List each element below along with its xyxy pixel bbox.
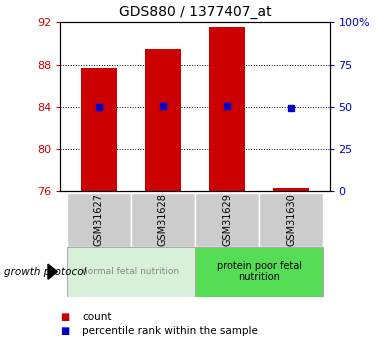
- Title: GDS880 / 1377407_at: GDS880 / 1377407_at: [119, 4, 271, 19]
- Polygon shape: [48, 264, 57, 279]
- Text: protein poor fetal
nutrition: protein poor fetal nutrition: [216, 261, 301, 283]
- Bar: [131, 193, 195, 247]
- Bar: [195, 247, 323, 297]
- Bar: [273, 188, 309, 191]
- Bar: [81, 68, 117, 191]
- Bar: [145, 49, 181, 191]
- Bar: [67, 247, 195, 297]
- Text: ■: ■: [60, 326, 70, 336]
- Text: percentile rank within the sample: percentile rank within the sample: [82, 326, 258, 336]
- Text: GSM31628: GSM31628: [158, 194, 168, 246]
- Text: count: count: [82, 313, 112, 322]
- Text: ■: ■: [60, 313, 70, 322]
- Text: GSM31630: GSM31630: [286, 194, 296, 246]
- Bar: [259, 193, 323, 247]
- Bar: [195, 193, 259, 247]
- Text: GSM31627: GSM31627: [94, 194, 104, 246]
- Text: normal fetal nutrition: normal fetal nutrition: [82, 267, 179, 276]
- Bar: [67, 193, 131, 247]
- Text: growth protocol: growth protocol: [4, 267, 87, 277]
- Text: GSM31629: GSM31629: [222, 194, 232, 246]
- Bar: [209, 27, 245, 191]
